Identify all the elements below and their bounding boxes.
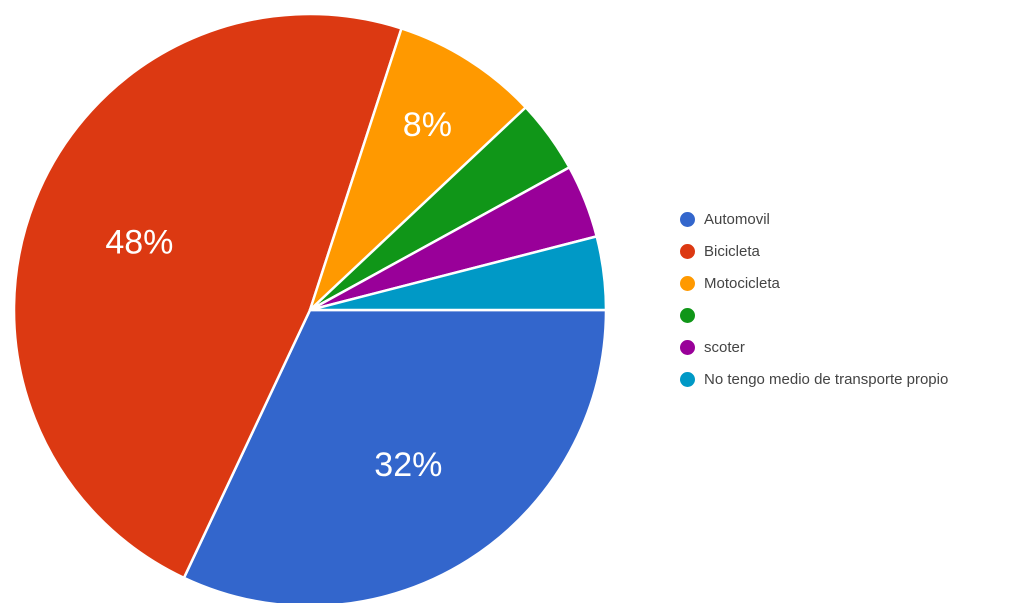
legend-swatch-3 xyxy=(680,307,695,323)
pie-slice-5 xyxy=(308,235,608,312)
pie-slice-label-2: 8% xyxy=(403,106,452,144)
legend-swatch-0 xyxy=(680,211,695,227)
legend-swatch-2 xyxy=(680,275,695,291)
legend-item-2[interactable]: Motocicleta xyxy=(680,272,948,294)
legend-label-1: Bicicleta xyxy=(704,242,760,260)
legend-swatch-5 xyxy=(680,371,695,387)
legend-swatch-4 xyxy=(680,339,695,355)
legend-label-2: Motocicleta xyxy=(704,274,780,292)
pie-slice-1 xyxy=(12,12,403,580)
legend-item-3[interactable] xyxy=(680,304,948,326)
legend-label-5: No tengo medio de transporte propio xyxy=(704,370,949,388)
pie-slice-labels: 32% 48% 8% xyxy=(105,106,452,484)
legend-item-1[interactable]: Bicicleta xyxy=(680,240,948,262)
legend-item-5[interactable]: No tengo medio de transporte propio xyxy=(680,368,948,390)
pie-slice-2 xyxy=(308,27,528,312)
chart-legend: Automovil Bicicleta Motocicleta scoter No te… xyxy=(680,208,948,400)
pie-slice-0 xyxy=(182,308,608,603)
legend-label-0: Automovil xyxy=(704,210,770,228)
legend-swatch-1 xyxy=(680,243,695,259)
pie-slice-label-1: 48% xyxy=(105,223,173,261)
legend-item-0[interactable]: Automovil xyxy=(680,208,948,230)
pie-slices xyxy=(12,12,608,603)
legend-item-4[interactable]: scoter xyxy=(680,336,948,358)
legend-label-4: scoter xyxy=(704,338,745,356)
pie-slice-label-0: 32% xyxy=(374,446,442,484)
